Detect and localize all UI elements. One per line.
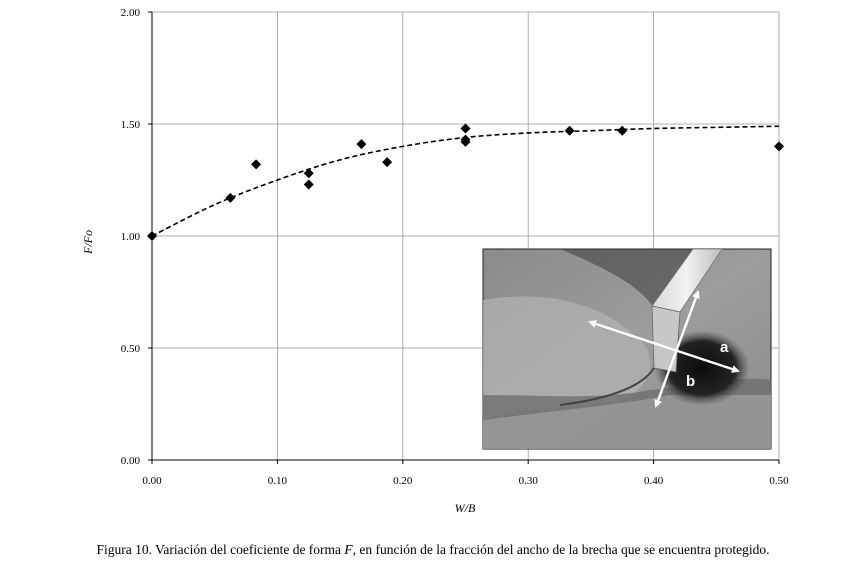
x-axis-label: W/B [455, 501, 476, 515]
data-point [225, 192, 236, 203]
y-tick-label: 0.50 [121, 343, 141, 355]
scatter-chart: 0.00 0.50 1.00 1.50 2.00 0.00 0.10 0.20 0.30 0.4… [81, 7, 789, 515]
y-tick-labels: 0.00 0.50 1.00 1.50 2.00 [121, 7, 141, 467]
x-tick-labels: 0.00 0.10 0.20 0.30 0.40 0.50 [142, 475, 789, 487]
data-point [356, 139, 367, 150]
data-point [617, 125, 628, 136]
trendline [151, 125, 780, 237]
data-point [303, 179, 314, 190]
inset-photo: a b [482, 248, 772, 450]
x-tick-label: 0.40 [644, 475, 664, 487]
data-point [564, 125, 575, 136]
figure-caption: Figura 10. Variación del coeficiente de … [0, 542, 866, 558]
data-point [251, 159, 262, 170]
caption-prefix: Figura 10. Variación del coeficiente de … [96, 542, 345, 557]
data-point [460, 136, 471, 147]
x-tick-label: 0.50 [769, 475, 789, 487]
x-tick-label: 0.00 [142, 475, 162, 487]
data-point [303, 168, 314, 179]
data-points [147, 123, 784, 241]
y-tick-label: 2.00 [121, 7, 141, 19]
caption-variable: F [344, 542, 353, 557]
y-tick-label: 1.50 [121, 119, 141, 131]
photo-label-b: b [686, 373, 695, 390]
y-tick-label: 1.00 [121, 231, 141, 243]
data-point [382, 157, 393, 168]
data-point [147, 231, 157, 241]
data-point [460, 123, 471, 134]
x-tick-label: 0.10 [268, 475, 288, 487]
data-point [774, 141, 784, 152]
x-tick-label: 0.20 [393, 475, 413, 487]
photo-label-a: a [720, 339, 729, 356]
grid-lines [152, 11, 780, 460]
x-tick-label: 0.30 [519, 475, 539, 487]
y-axis-label: F/Fo [81, 230, 95, 255]
caption-suffix: , en función de la fracción del ancho de… [352, 542, 770, 557]
y-tick-label: 0.00 [121, 455, 141, 467]
